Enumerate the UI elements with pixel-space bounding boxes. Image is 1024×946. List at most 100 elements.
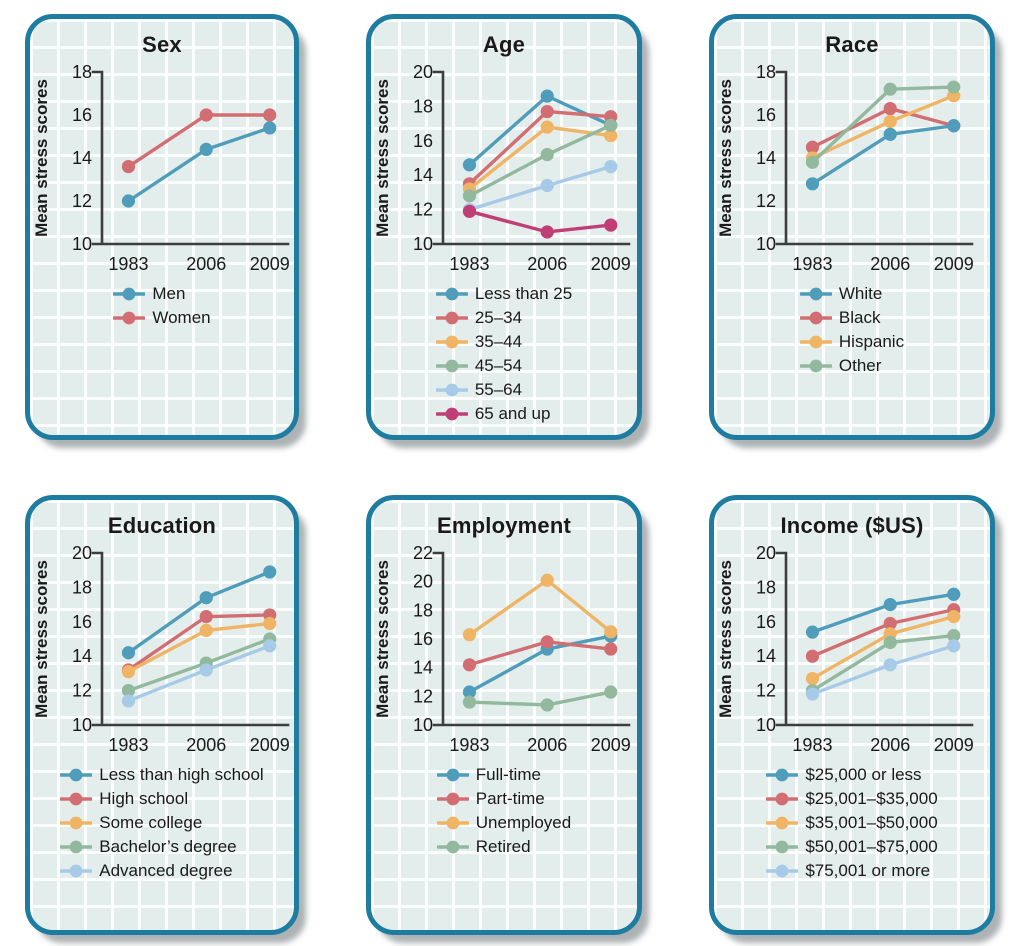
legend-item: Retired xyxy=(436,835,571,859)
data-point xyxy=(540,89,554,103)
x-tick-label: 2009 xyxy=(591,254,631,274)
series-line xyxy=(467,578,613,637)
data-point xyxy=(263,616,277,631)
data-point xyxy=(263,639,277,653)
legend-label: 65 and up xyxy=(474,404,551,423)
legend-marker-icon xyxy=(766,816,799,830)
y-tick-label: 18 xyxy=(72,577,92,597)
data-point xyxy=(947,80,961,94)
data-point xyxy=(604,218,618,232)
legend-marker-icon xyxy=(60,816,93,830)
chart-title-employment: Employment xyxy=(436,513,572,538)
chart-title-income: Income ($US) xyxy=(780,513,924,538)
legend-marker-icon xyxy=(766,792,799,806)
y-tick-label: 10 xyxy=(756,715,776,735)
data-point xyxy=(947,628,961,643)
y-tick-label: 18 xyxy=(413,96,433,116)
y-tick-label: 16 xyxy=(72,105,92,125)
x-tick-label: 2009 xyxy=(250,254,290,274)
y-tick-label: 12 xyxy=(72,191,92,211)
legend-label: $75,001 or more xyxy=(805,861,931,880)
legend-label: Less than high school xyxy=(99,765,264,784)
data-point xyxy=(199,623,213,637)
legend-label: Part-time xyxy=(475,789,545,808)
legend-label: Advanced degree xyxy=(99,861,233,880)
legend-item: Men xyxy=(113,282,210,306)
legend-item: Advanced degree xyxy=(60,859,263,883)
y-tick-label: 10 xyxy=(72,715,92,735)
legend-marker-icon xyxy=(799,335,832,349)
axis-spines xyxy=(91,70,290,246)
legend-item: Bachelor’s degree xyxy=(60,835,263,859)
data-point xyxy=(199,591,213,605)
chart-title-sex: Sex xyxy=(142,32,182,57)
y-axis-label: Mean stress scores xyxy=(716,79,735,237)
legend-label: Less than 25 xyxy=(474,284,573,303)
legend-item: 35–44 xyxy=(435,330,572,354)
axis-spines xyxy=(775,551,974,727)
y-tick-label: 20 xyxy=(413,62,433,82)
legend-marker-icon xyxy=(766,768,799,782)
y-tick-label: 10 xyxy=(756,234,776,254)
series-line xyxy=(467,690,613,707)
legend-marker-icon xyxy=(435,335,468,349)
x-tick-label: 2009 xyxy=(250,735,290,755)
legend-item: Women xyxy=(113,306,211,330)
income-legend: $25,000 or less $25,001–$35,000 $35,001–$5… xyxy=(766,763,938,883)
data-point xyxy=(462,189,477,203)
legend-marker-icon xyxy=(60,792,93,806)
employment-line-chart: Mean stress scores 10 12 14 16 18 20 22 1983 2006… xyxy=(373,543,631,755)
education-legend: Less than high school High school Some col… xyxy=(60,763,264,883)
panel-employment: Employment Mean stress scores 10 12 14 16 18 2… xyxy=(366,495,642,935)
data-point xyxy=(883,616,897,631)
legend-item: Hispanic xyxy=(799,330,904,354)
data-point xyxy=(263,565,277,579)
legend-item: Other xyxy=(799,354,904,378)
data-point xyxy=(199,663,213,677)
x-tick-label: 1983 xyxy=(449,735,489,755)
series-line xyxy=(467,209,613,234)
x-tick-label: 1983 xyxy=(108,254,148,274)
legend-item: $75,001 or more xyxy=(766,859,937,883)
legend-label: $35,001–$50,000 xyxy=(805,813,938,832)
x-tick-label: 1983 xyxy=(792,254,832,274)
legend-item: High school xyxy=(60,787,263,811)
legend-item: Less than 25 xyxy=(435,282,573,306)
y-tick-label: 12 xyxy=(756,681,776,701)
data-point xyxy=(805,140,820,154)
y-tick-label: 12 xyxy=(72,681,92,701)
data-point xyxy=(462,158,477,172)
data-point xyxy=(263,108,277,122)
data-point xyxy=(883,82,897,96)
axis-spines xyxy=(432,70,631,246)
y-tick-label: 12 xyxy=(756,191,776,211)
y-tick-label: 14 xyxy=(756,148,776,168)
y-tick-label: 12 xyxy=(413,200,433,220)
data-point xyxy=(883,635,897,650)
legend-label: Other xyxy=(838,356,882,375)
data-point xyxy=(121,694,136,708)
y-axis-label: Mean stress scores xyxy=(32,560,51,718)
series-line xyxy=(810,93,956,160)
legend-label: $25,000 or less xyxy=(805,765,922,784)
axis-spines xyxy=(775,70,974,246)
legend-label: $50,001–$75,000 xyxy=(805,837,938,856)
y-tick-label: 10 xyxy=(413,234,433,254)
data-point xyxy=(883,101,897,116)
series-line xyxy=(810,124,956,186)
data-point xyxy=(540,104,554,119)
y-tick-label: 18 xyxy=(72,62,92,82)
legend-item: Black xyxy=(799,306,904,330)
x-tick-label: 2006 xyxy=(186,254,226,274)
data-point xyxy=(883,658,897,672)
x-tick-label: 2006 xyxy=(527,254,567,274)
y-tick-label: 20 xyxy=(413,572,433,592)
data-point xyxy=(121,194,136,208)
legend-label: Men xyxy=(152,284,186,303)
legend-label: Full-time xyxy=(475,765,541,784)
data-point xyxy=(604,685,618,699)
data-point xyxy=(805,625,820,639)
panel-education: Education Mean stress scores 10 12 14 16 18 20… xyxy=(25,495,299,935)
legend-item: Part-time xyxy=(436,787,571,811)
y-axis-label: Mean stress scores xyxy=(32,79,51,237)
